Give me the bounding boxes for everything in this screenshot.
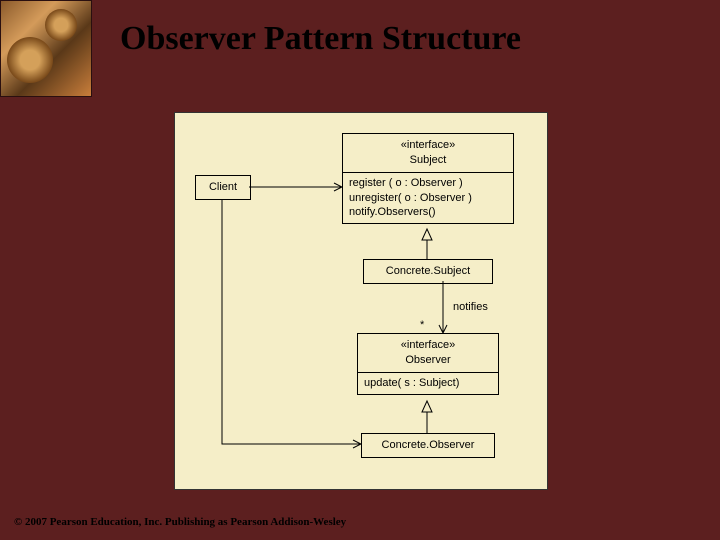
uml-interface-observer: «interface» Observer update( s : Subject… <box>357 333 499 395</box>
uml-name: Concrete.Observer <box>362 434 494 457</box>
uml-name: «interface» Observer <box>358 334 498 372</box>
copyright-footer: © 2007 Pearson Education, Inc. Publishin… <box>14 516 346 528</box>
assoc-multiplicity: * <box>420 319 424 331</box>
assoc-label-notifies: notifies <box>453 301 488 313</box>
uml-class-concrete-subject: Concrete.Subject <box>363 259 493 284</box>
uml-name: «interface» Subject <box>343 134 513 172</box>
uml-class-concrete-observer: Concrete.Observer <box>361 433 495 458</box>
uml-name: Client <box>196 176 250 199</box>
uml-class-client: Client <box>195 175 251 200</box>
class-name: Observer <box>364 353 492 368</box>
class-name: Subject <box>349 153 507 168</box>
operation: unregister( o : Observer ) <box>349 191 507 206</box>
uml-operations: update( s : Subject) <box>358 372 498 394</box>
uml-interface-subject: «interface» Subject register ( o : Obser… <box>342 133 514 224</box>
stereotype: «interface» <box>349 138 507 153</box>
uml-name: Concrete.Subject <box>364 260 492 283</box>
page-title: Observer Pattern Structure <box>120 20 521 58</box>
uml-diagram-panel: Client «interface» Subject register ( o … <box>174 112 548 490</box>
header-gears-image <box>0 0 92 97</box>
operation: update( s : Subject) <box>364 376 492 391</box>
uml-operations: register ( o : Observer ) unregister( o … <box>343 172 513 224</box>
stereotype: «interface» <box>364 338 492 353</box>
operation: register ( o : Observer ) <box>349 176 507 191</box>
operation: notify.Observers() <box>349 205 507 220</box>
